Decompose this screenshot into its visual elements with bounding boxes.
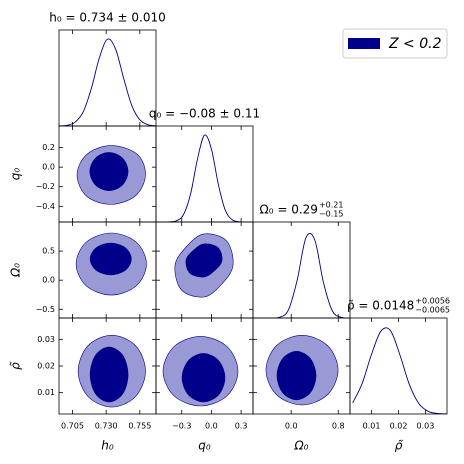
x-tick-label: 0.0 xyxy=(205,422,218,431)
x-axis-label: q₀ xyxy=(198,439,211,453)
panel-title: ρ̃ = 0.0148 xyxy=(347,299,414,313)
x-axis-label: Ω₀ xyxy=(294,439,309,453)
y-tick-label: 0.03 xyxy=(37,335,55,344)
marginal-curve xyxy=(352,327,447,414)
x-axis-label: ρ̃ xyxy=(395,439,404,453)
panel-title-upper: +0.0056 xyxy=(415,297,450,306)
y-tick-label: 0.02 xyxy=(37,362,55,371)
x-tick-label: 0.02 xyxy=(390,422,408,431)
panel-title-lower: −0.15 xyxy=(319,210,344,219)
x-axis-label: h₀ xyxy=(101,439,114,453)
y-axis-label: q₀ xyxy=(9,168,23,181)
marginal-panel xyxy=(352,327,447,414)
legend-box xyxy=(342,28,448,59)
legend-label: Z < 0.2 xyxy=(388,36,442,52)
y-tick-label: −0.2 xyxy=(36,182,55,191)
contour-inner xyxy=(89,242,132,276)
x-tick-label: 0.8 xyxy=(332,422,345,431)
x-tick-label: 0.705 xyxy=(61,422,84,431)
x-tick-label: 0.03 xyxy=(417,422,435,431)
contour-panel xyxy=(75,232,147,296)
contour-panel xyxy=(174,233,234,298)
x-tick-label: 0.0 xyxy=(285,422,298,431)
contour-panel xyxy=(162,336,239,407)
panel-title-upper: +0.21 xyxy=(319,201,344,210)
y-axis-label: ρ̃ xyxy=(9,361,23,370)
panel-title: q₀ = −0.08 ± 0.11 xyxy=(149,107,260,121)
marginal-curve xyxy=(59,38,156,126)
marginal-panel xyxy=(156,134,253,222)
y-tick-label: 0.5 xyxy=(42,247,55,256)
contour-inner xyxy=(89,152,129,191)
contour-inner xyxy=(185,243,223,278)
marginal-curve xyxy=(253,233,350,318)
y-tick-label: 0.0 xyxy=(42,163,55,172)
x-tick-label: 0.3 xyxy=(235,422,248,431)
y-axis-label: Ω₀ xyxy=(9,263,23,278)
panel-title: Ω₀ = 0.29 xyxy=(260,203,318,217)
y-tick-label: 0.2 xyxy=(42,143,55,152)
contour-inner xyxy=(276,351,317,401)
x-tick-label: 0.755 xyxy=(128,422,151,431)
x-tick-label: −0.3 xyxy=(172,422,191,431)
marginal-panel xyxy=(59,38,156,126)
panel-title-lower: −0.0065 xyxy=(415,306,450,315)
panel-frame xyxy=(349,317,448,415)
y-tick-label: −0.4 xyxy=(36,202,55,211)
panel-frame xyxy=(155,125,254,223)
x-tick-label: 0.730 xyxy=(95,422,118,431)
x-tick-label: 0.01 xyxy=(363,422,381,431)
marginal-curve xyxy=(156,134,253,222)
marginal-panel xyxy=(253,233,350,318)
contour-panel xyxy=(265,335,339,406)
contour-panel xyxy=(76,145,146,205)
panel-frame xyxy=(58,29,157,127)
panel-title: h₀ = 0.734 ± 0.010 xyxy=(49,11,166,25)
panel-frame xyxy=(252,221,351,319)
contour-inner xyxy=(181,353,226,403)
y-tick-label: −0.5 xyxy=(36,305,55,314)
contour-inner xyxy=(89,346,129,403)
y-tick-label: 0.01 xyxy=(37,388,55,397)
legend-swatch xyxy=(348,38,380,49)
contour-panel xyxy=(77,335,146,408)
y-tick-label: 0.0 xyxy=(42,276,55,285)
